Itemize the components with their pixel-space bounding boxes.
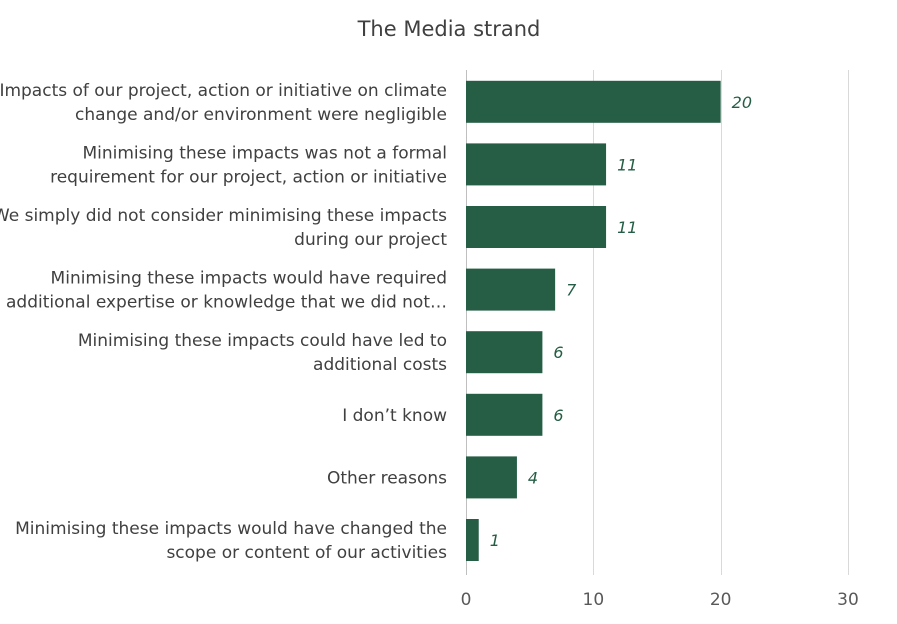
x-tick-label: 0 — [461, 590, 472, 610]
category-label: Minimising these impacts could have led … — [78, 331, 447, 375]
x-axis-ticks: 0 10 20 30 — [461, 590, 859, 610]
data-label: 4 — [528, 468, 538, 487]
category-label: Minimising these impacts would have chan… — [15, 519, 447, 563]
bar — [466, 80, 721, 123]
category-label: Minimising these impacts was not a forma… — [50, 143, 447, 187]
data-label: 1 — [490, 531, 500, 550]
data-label: 7 — [566, 281, 577, 300]
category-label-line: change and/or environment were negligibl… — [75, 105, 447, 125]
category-label-line: Minimising these impacts would have requ… — [51, 269, 447, 289]
bar — [466, 331, 543, 374]
category-label-line: Minimising these impacts was not a forma… — [82, 143, 447, 163]
x-tick-label: 30 — [837, 590, 859, 610]
data-label: 11 — [617, 218, 637, 237]
x-tick-label: 10 — [583, 590, 605, 610]
category-label: Minimising these impacts would have requ… — [6, 269, 447, 313]
data-label: 6 — [553, 343, 563, 362]
category-labels: Impacts of our project, action or initia… — [0, 81, 447, 563]
bar — [466, 393, 543, 436]
category-label-line: Impacts of our project, action or initia… — [0, 81, 447, 101]
category-label-line: I don’t know — [342, 406, 447, 426]
category-label-line: Minimising these impacts could have led … — [78, 331, 447, 351]
bar — [466, 143, 607, 186]
data-label: 6 — [553, 406, 563, 425]
category-label-line: additional expertise or knowledge that w… — [6, 293, 447, 313]
category-label-line: scope or content of our activities — [166, 543, 447, 563]
bar — [466, 519, 479, 561]
category-label: Other reasons — [327, 468, 447, 488]
category-label-line: Minimising these impacts would have chan… — [15, 519, 447, 539]
category-label-line: during our project — [294, 230, 447, 250]
x-tick-label: 20 — [710, 590, 732, 610]
chart-title: The Media strand — [357, 17, 541, 41]
category-label-line: We simply did not consider minimising th… — [0, 206, 447, 226]
bar — [466, 268, 556, 311]
category-label: Impacts of our project, action or initia… — [0, 81, 447, 125]
bar — [466, 456, 517, 499]
data-labels: 20 11 11 7 6 6 4 1 — [490, 93, 752, 550]
data-label: 20 — [732, 93, 752, 112]
bar — [466, 206, 607, 248]
category-label-line: requirement for our project, action or i… — [50, 167, 447, 187]
category-label: I don’t know — [342, 406, 447, 426]
category-label: We simply did not consider minimising th… — [0, 206, 447, 250]
bars — [466, 80, 721, 561]
category-label-line: additional costs — [313, 355, 447, 375]
category-label-line: Other reasons — [327, 468, 447, 488]
data-label: 11 — [617, 155, 637, 174]
